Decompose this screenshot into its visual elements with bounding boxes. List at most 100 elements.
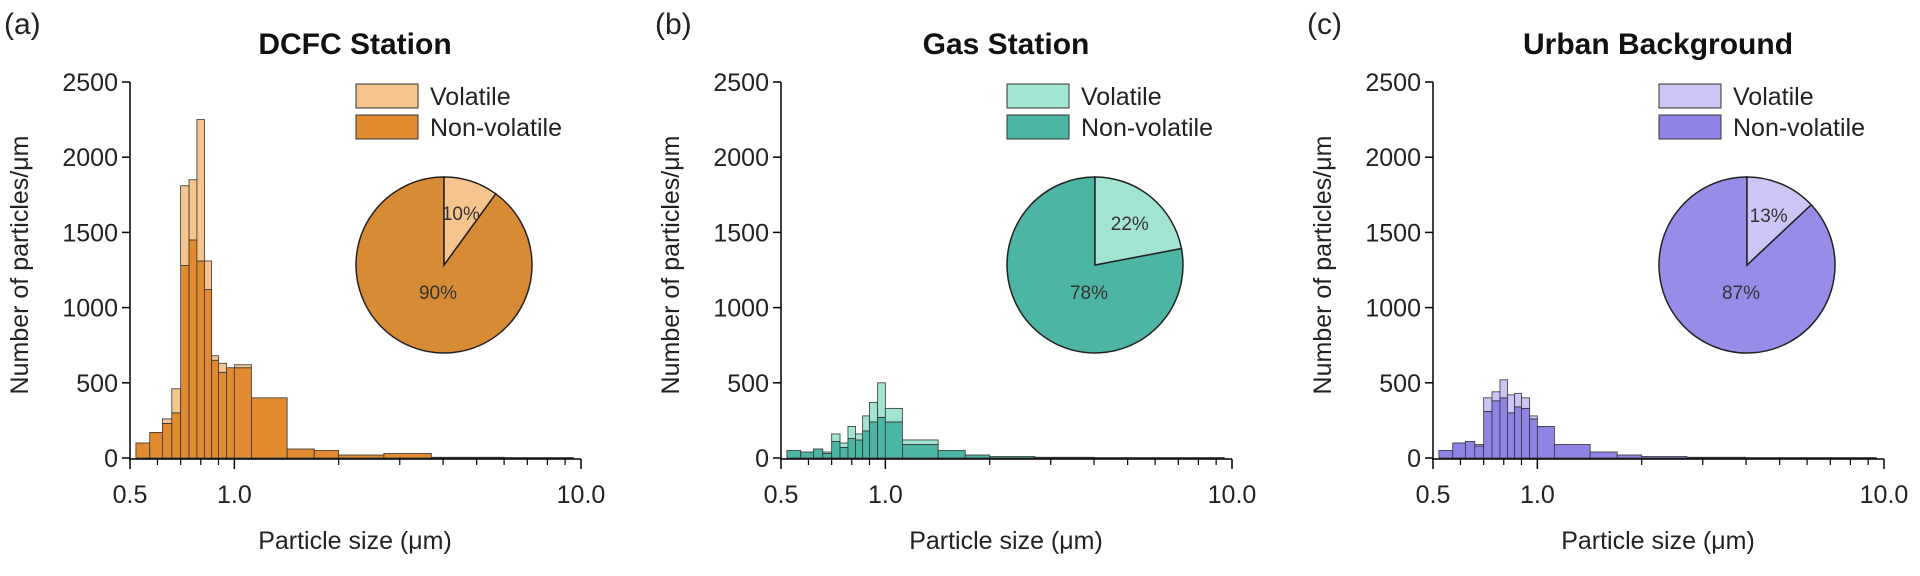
legend-swatch-volatile [1006,83,1070,109]
panel-label: (c) [1307,8,1342,41]
bar-non-volatile [313,450,340,459]
x-axis-label: Particle size (μm) [1561,527,1755,555]
y-axis-label: Number of particles/μm [657,136,685,395]
bar-volatile [822,451,833,454]
bar-non-volatile [1641,456,1688,459]
chart-panel-2: (b) Gas Station 0 500 1000 1500 2000 2500 0.5 1.0… [655,8,1256,555]
bar-volatile [847,426,856,439]
bar-non-volatile [877,416,886,459]
x-tick-label: 10.0 [1860,481,1909,509]
bar-non-volatile [211,359,219,459]
legend-swatch-non-volatile [355,114,419,140]
chart-title: DCFC Station [258,28,451,61]
bar-non-volatile [855,439,864,459]
bar-non-volatile [180,265,190,459]
bar-non-volatile [1616,454,1643,459]
bar-volatile [862,415,870,432]
bar-non-volatile [1514,406,1522,459]
bar-non-volatile [149,432,163,459]
panel-label: (b) [655,8,692,41]
pie-label-non-volatile: 78% [1070,283,1108,304]
bar-volatile [1483,397,1493,412]
bar-volatile [161,418,173,424]
bar-non-volatile [233,367,252,459]
bar-non-volatile [800,451,814,459]
bar-non-volatile [135,442,151,459]
y-tick-label: 1500 [62,219,118,247]
y-tick-label: 2500 [1365,69,1421,97]
bar-non-volatile [383,453,432,459]
x-tick-label: 0.5 [764,481,799,509]
legend-label-volatile: Volatile [1733,83,1814,111]
legend-swatch-volatile [355,83,419,109]
x-tick-label: 1.0 [217,481,252,509]
y-tick-label: 2000 [713,144,769,172]
y-tick-label: 2500 [62,69,118,97]
y-tick-label: 0 [104,445,118,473]
x-tick-label: 10.0 [1208,481,1257,509]
bar-non-volatile [1507,412,1516,459]
bar-non-volatile [196,260,205,459]
bar-volatile [218,362,228,373]
pie-label-non-volatile: 87% [1722,283,1760,304]
bar-non-volatile [989,456,1036,459]
legend-label-volatile: Volatile [430,83,511,111]
bar-non-volatile [226,367,235,459]
bar-non-volatile [1529,418,1538,459]
bar-non-volatile [884,421,903,459]
bar-volatile [204,260,213,290]
y-tick-label: 0 [755,445,769,473]
y-tick-label: 2500 [713,69,769,97]
bar-volatile [1529,415,1538,420]
legend-label-non-volatile: Non-volatile [1081,114,1213,142]
bar-non-volatile [1521,407,1531,459]
bar-volatile [188,179,198,241]
bar-non-volatile [1499,397,1508,459]
bar-volatile [1491,391,1501,402]
bar-non-volatile [812,448,824,459]
y-tick-label: 2000 [1365,144,1421,172]
bar-non-volatile [251,397,288,459]
bar-non-volatile [902,444,939,459]
bar-volatile [196,119,205,262]
bar-non-volatile [1491,400,1501,459]
bar-volatile [869,401,879,423]
y-tick-label: 1000 [62,295,118,323]
y-axis-label: Number of particles/μm [1309,136,1337,395]
pie-label-volatile: 22% [1111,214,1149,235]
pie-label-volatile: 10% [442,204,480,225]
legend-swatch-non-volatile [1006,114,1070,140]
x-axis-label: Particle size (μm) [909,527,1103,555]
y-tick-label: 1000 [713,295,769,323]
bar-volatile [831,433,841,442]
bar-volatile [884,407,903,423]
bar-volatile [233,364,252,369]
bar-volatile [1521,397,1531,409]
bar-non-volatile [286,448,315,459]
bar-non-volatile [786,450,802,459]
pie-slice-volatile [1094,176,1183,266]
legend-label-non-volatile: Non-volatile [430,114,562,142]
y-tick-label: 1000 [1365,295,1421,323]
bar-non-volatile [1464,441,1476,459]
bar-volatile [1474,444,1485,447]
bar-non-volatile [869,421,879,459]
bar-non-volatile [1474,445,1485,459]
bar-non-volatile [1438,450,1454,459]
legend-swatch-non-volatile [1658,114,1722,140]
bar-non-volatile [1536,426,1555,459]
legend-label-volatile: Volatile [1081,83,1162,111]
bar-non-volatile [831,441,841,459]
x-axis-label: Particle size (μm) [258,527,452,555]
y-tick-label: 1500 [713,219,769,247]
chart-title: Urban Background [1523,28,1793,61]
bar-non-volatile [1554,444,1591,459]
bar-non-volatile [204,289,213,459]
chart-panel-3: (c) Urban Background 0 500 1000 1500 2000 2500 0… [1307,8,1908,555]
bar-non-volatile [188,239,198,459]
bar-non-volatile [1483,410,1493,459]
x-tick-label: 1.0 [1520,481,1555,509]
bar-volatile [1499,379,1508,399]
bar-volatile [839,442,849,448]
bar-volatile [171,388,182,414]
